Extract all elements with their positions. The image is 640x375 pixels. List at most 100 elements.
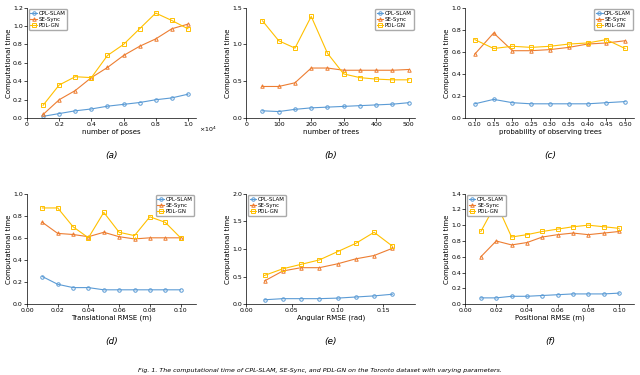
SE-Sync [55,98,63,102]
SE-Sync [291,81,299,85]
CPL-SLAM [38,274,46,279]
CPL-SLAM [120,102,127,106]
Legend: CPL-SLAM, SE-Sync, PDL-GN: CPL-SLAM, SE-Sync, PDL-GN [375,9,413,30]
PDL-GN [168,18,175,23]
CPL-SLAM [54,282,61,286]
SE-Sync [316,266,323,270]
CPL-SLAM [352,295,360,299]
PDL-GN [259,19,266,23]
SE-Sync [600,231,607,236]
PDL-GN [405,78,413,82]
CPL-SLAM [565,102,573,106]
CPL-SLAM [538,293,546,298]
SE-Sync [584,232,592,237]
PDL-GN [55,83,63,87]
PDL-GN [84,236,92,240]
CPL-SLAM [371,294,378,298]
SE-Sync [546,47,554,52]
SE-Sync [115,234,123,239]
PDL-GN [546,44,554,48]
Line: PDL-GN: PDL-GN [263,231,394,277]
CPL-SLAM [621,99,629,104]
PDL-GN [388,244,396,248]
PDL-GN [115,230,123,234]
PDL-GN [584,223,592,227]
PDL-GN [340,72,348,76]
X-axis label: number of poses: number of poses [82,129,141,135]
CPL-SLAM [297,296,305,301]
CPL-SLAM [509,100,516,105]
PDL-GN [372,77,380,81]
SE-Sync [136,44,143,48]
Line: PDL-GN: PDL-GN [42,11,189,107]
CPL-SLAM [602,100,610,105]
PDL-GN [54,206,61,210]
SE-Sync [54,231,61,236]
Text: (e): (e) [324,338,337,346]
CPL-SLAM [569,292,577,296]
CPL-SLAM [279,296,287,301]
SE-Sync [356,68,364,72]
PDL-GN [120,42,127,46]
PDL-GN [569,225,577,229]
CPL-SLAM [161,288,169,292]
PDL-GN [152,11,159,15]
CPL-SLAM [88,107,95,111]
PDL-GN [131,233,138,238]
CPL-SLAM [333,296,341,300]
Text: (c): (c) [544,152,556,160]
SE-Sync [88,75,95,80]
PDL-GN [260,273,268,278]
X-axis label: Positional RMSE (m): Positional RMSE (m) [515,315,585,321]
X-axis label: Translational RMSE (m): Translational RMSE (m) [71,315,152,321]
PDL-GN [554,227,561,231]
CPL-SLAM [388,292,396,297]
X-axis label: number of trees: number of trees [303,129,359,135]
Line: CPL-SLAM: CPL-SLAM [40,275,182,291]
SE-Sync [538,235,546,239]
SE-Sync [177,236,184,240]
CPL-SLAM [184,92,192,96]
PDL-GN [352,241,360,246]
SE-Sync [405,67,413,72]
SE-Sync [324,66,332,70]
SE-Sync [104,65,111,70]
CPL-SLAM [372,103,380,107]
PDL-GN [602,38,610,42]
Line: SE-Sync: SE-Sync [473,31,627,56]
PDL-GN [72,75,79,79]
CPL-SLAM [316,296,323,301]
CPL-SLAM [546,102,554,106]
CPL-SLAM [356,104,364,108]
SE-Sync [307,66,315,70]
PDL-GN [371,230,378,234]
PDL-GN [527,45,535,50]
PDL-GN [100,210,108,214]
Line: CPL-SLAM: CPL-SLAM [473,98,627,105]
CPL-SLAM [508,294,515,298]
Text: (f): (f) [545,338,555,346]
CPL-SLAM [152,98,159,102]
Text: $\times10^4$: $\times10^4$ [199,125,217,134]
CPL-SLAM [490,97,497,102]
CPL-SLAM [615,291,623,296]
PDL-GN [490,46,497,51]
CPL-SLAM [584,292,592,296]
PDL-GN [88,75,95,80]
PDL-GN [600,225,607,229]
SE-Sync [490,31,497,35]
CPL-SLAM [477,296,484,300]
CPL-SLAM [84,285,92,290]
PDL-GN [38,206,46,210]
SE-Sync [297,266,305,270]
Line: CPL-SLAM: CPL-SLAM [42,93,189,118]
PDL-GN [136,27,143,31]
SE-Sync [602,41,610,45]
SE-Sync [388,246,396,250]
PDL-GN [291,46,299,50]
PDL-GN [146,214,154,219]
SE-Sync [492,239,500,243]
SE-Sync [260,279,268,283]
SE-Sync [372,68,380,72]
CPL-SLAM [177,288,184,292]
